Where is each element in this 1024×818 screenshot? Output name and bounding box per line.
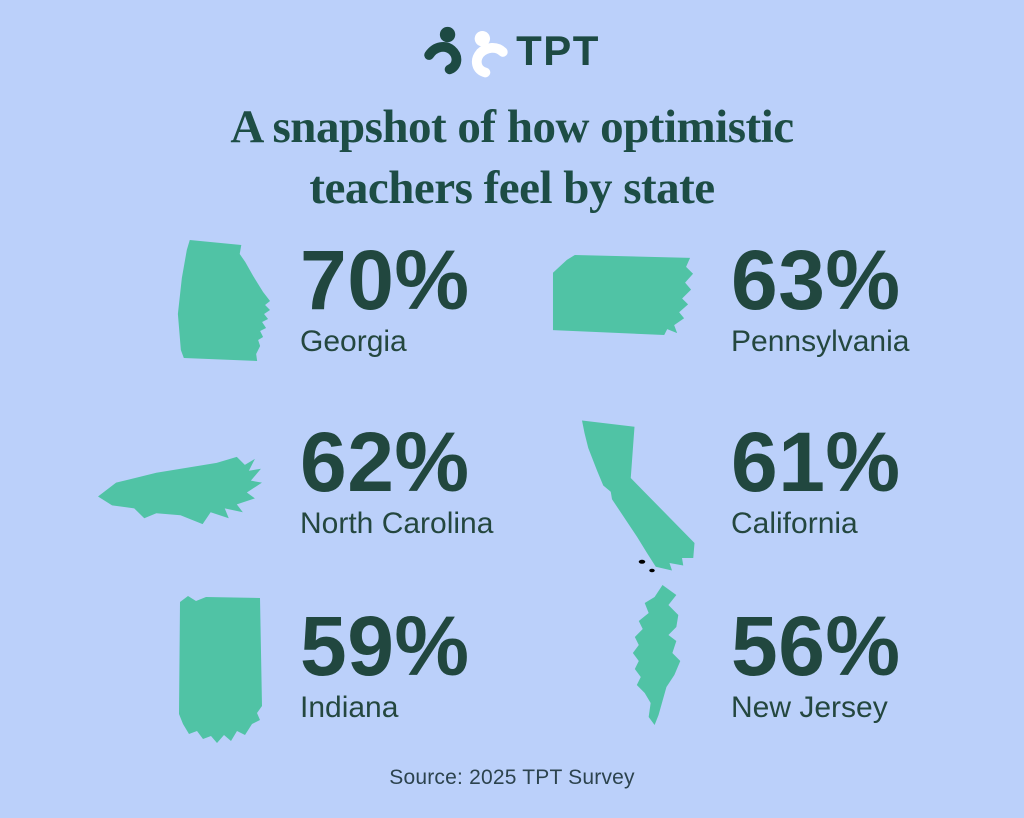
tpt-logo-text: TPT — [516, 27, 600, 74]
state-name: New Jersey — [731, 691, 888, 724]
state-name: Pennsylvania — [731, 325, 910, 358]
state-name: Indiana — [300, 691, 399, 724]
north-carolina-map-icon — [98, 456, 262, 525]
tpt-dancing-figures-icon — [424, 26, 508, 78]
page-title: A snapshot of how optimistic teachers fe… — [0, 97, 1024, 219]
title-line-2: teachers feel by state — [309, 162, 715, 214]
percent-value: 63% — [731, 233, 901, 327]
percent-value: 59% — [300, 599, 470, 693]
georgia-map-icon — [177, 240, 271, 361]
california-map-icon — [582, 420, 695, 573]
percent-value: 70% — [300, 233, 470, 327]
state-name: North Carolina — [300, 507, 494, 540]
new-jersey-map-icon — [632, 585, 681, 725]
pennsylvania-map-icon — [552, 254, 694, 336]
percent-value: 56% — [731, 599, 901, 693]
percent-value: 61% — [731, 415, 901, 509]
state-name: California — [731, 507, 858, 540]
title-line-1: A snapshot of how optimistic — [230, 101, 794, 153]
percent-value: 62% — [300, 415, 470, 509]
source-note: Source: 2025 TPT Survey — [389, 766, 635, 789]
state-name: Georgia — [300, 325, 407, 358]
tpt-logo: TPT — [0, 24, 1024, 82]
indiana-map-icon — [179, 596, 262, 743]
